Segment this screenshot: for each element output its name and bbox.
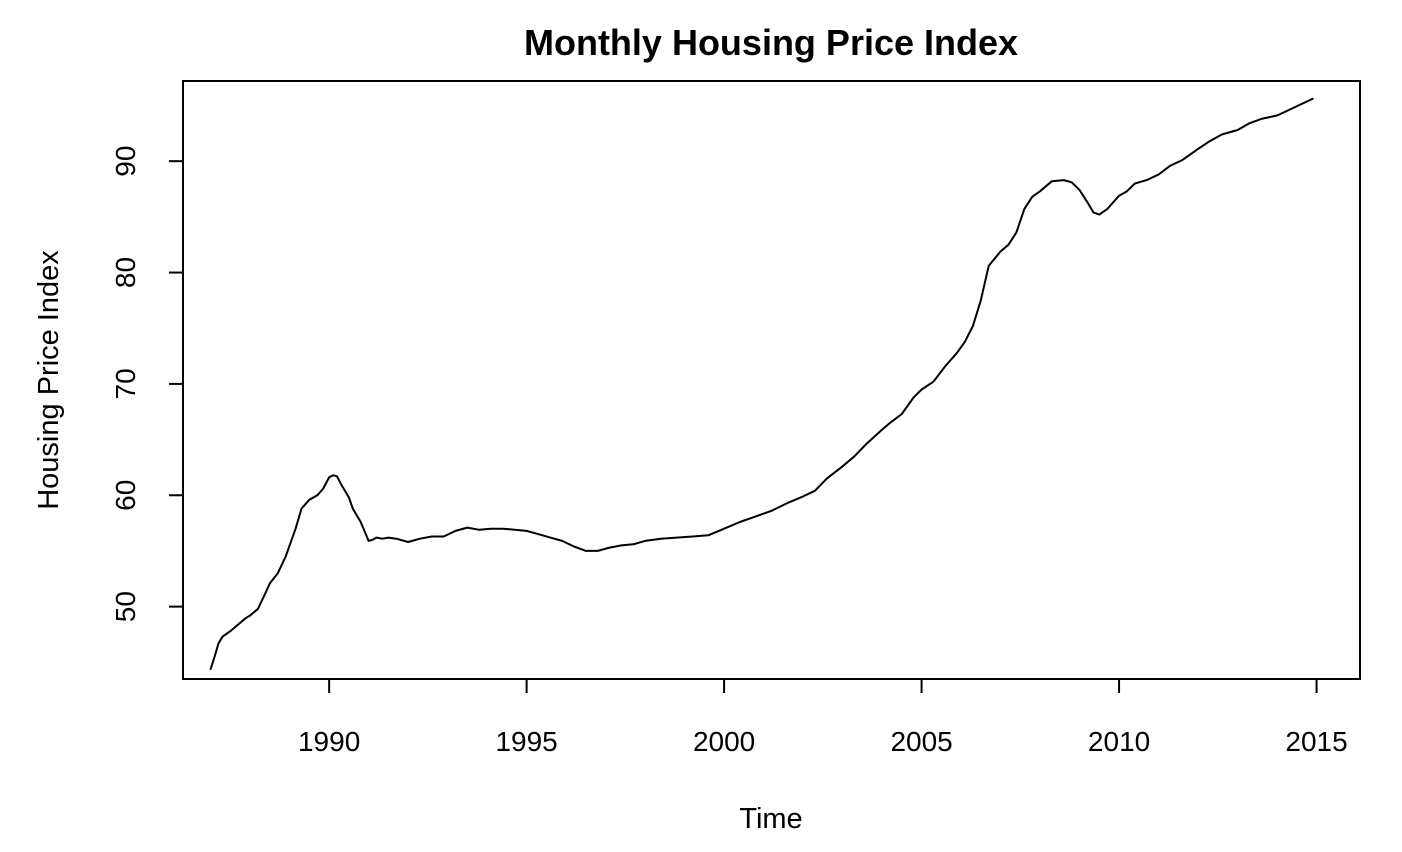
x-tick-label: 2015 bbox=[1285, 726, 1347, 757]
y-tick-label: 60 bbox=[110, 480, 141, 511]
x-tick-label: 2010 bbox=[1088, 726, 1150, 757]
y-axis: 50 60 70 80 90 bbox=[110, 146, 184, 622]
x-tick-label: 1995 bbox=[495, 726, 557, 757]
plot-area-frame bbox=[182, 80, 1361, 680]
x-axis-label: Time bbox=[739, 803, 802, 835]
chart-title: Monthly Housing Price Index bbox=[524, 22, 1018, 63]
x-tick-label: 2000 bbox=[693, 726, 755, 757]
series-line-housing-price-index bbox=[209, 97, 1314, 670]
x-tick-label: 2005 bbox=[890, 726, 952, 757]
y-tick-label: 70 bbox=[110, 368, 141, 399]
x-tick-label: 1990 bbox=[298, 726, 360, 757]
y-tick-label: 80 bbox=[110, 257, 141, 288]
x-axis: 1990 1995 2000 2005 2010 2015 bbox=[298, 678, 1348, 757]
y-tick-label: 50 bbox=[110, 591, 141, 622]
y-axis-label: Housing Price Index bbox=[33, 250, 65, 510]
y-tick-label: 90 bbox=[110, 146, 141, 177]
